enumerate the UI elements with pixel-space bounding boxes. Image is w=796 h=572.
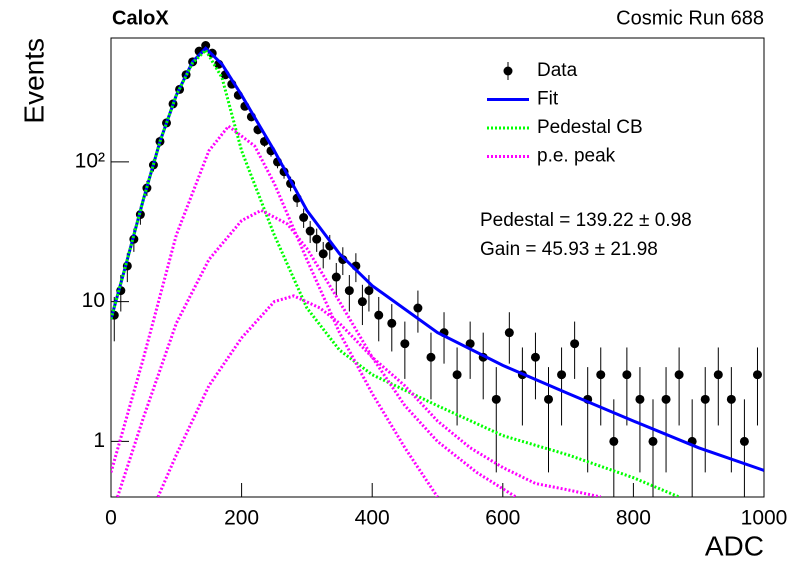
legend-label: Data [537, 60, 578, 81]
chart-subtitle: Cosmic Run 688 [616, 7, 764, 29]
data-point [465, 339, 475, 349]
data-point [387, 318, 397, 328]
y-tick-label: 10 [82, 289, 105, 312]
x-tick-label: 200 [224, 507, 259, 530]
data-point [364, 286, 374, 296]
plot-area [111, 41, 764, 497]
data-point [305, 226, 315, 236]
data-point [344, 286, 354, 296]
data-point [413, 303, 423, 313]
legend-marker [503, 66, 513, 76]
data-point [299, 212, 309, 222]
x-tick-label: 0 [105, 507, 117, 530]
data-point [544, 394, 554, 404]
data-point [635, 394, 645, 404]
x-tick-label: 800 [616, 507, 651, 530]
data-point [318, 249, 328, 259]
legend-label: Pedestal CB [537, 117, 643, 138]
data-point [713, 370, 723, 380]
x-tick-label: 1000 [741, 507, 788, 530]
data-point [674, 370, 684, 380]
data-point [374, 310, 384, 320]
data-point [661, 394, 671, 404]
data-point [557, 370, 567, 380]
x-axis-title: ADC [705, 530, 764, 561]
data-point [530, 352, 540, 362]
x-tick-label: 400 [355, 507, 390, 530]
data-point [452, 370, 462, 380]
data-point [752, 370, 762, 380]
data-point [570, 339, 580, 349]
annotation: Pedestal = 139.22 ± 0.98 [480, 210, 692, 231]
curve [111, 47, 680, 497]
data-point [622, 370, 632, 380]
x-tick-label: 600 [485, 507, 520, 530]
data-point [648, 436, 658, 446]
data-point [357, 297, 367, 307]
data-point [331, 272, 341, 282]
data-point [609, 436, 619, 446]
data-point [596, 370, 606, 380]
data-point [739, 436, 749, 446]
legend-label: p.e. peak [537, 146, 616, 167]
annotation: Gain = 45.93 ± 21.98 [480, 239, 658, 260]
data-point [726, 394, 736, 404]
y-axis-title: Events [18, 38, 49, 124]
data-point [426, 352, 436, 362]
data-point [504, 328, 514, 338]
curve [156, 294, 602, 497]
data-point [312, 234, 322, 244]
curve [111, 124, 439, 497]
data-point [201, 41, 211, 51]
data-point [400, 339, 410, 349]
legend-label: Fit [537, 89, 559, 110]
y-tick-label: 1 [93, 429, 105, 452]
curve [116, 208, 517, 497]
data-point [491, 394, 501, 404]
chart-title: CaloX [112, 7, 169, 29]
data-point [700, 394, 710, 404]
y-tick-label: 10² [75, 149, 105, 172]
